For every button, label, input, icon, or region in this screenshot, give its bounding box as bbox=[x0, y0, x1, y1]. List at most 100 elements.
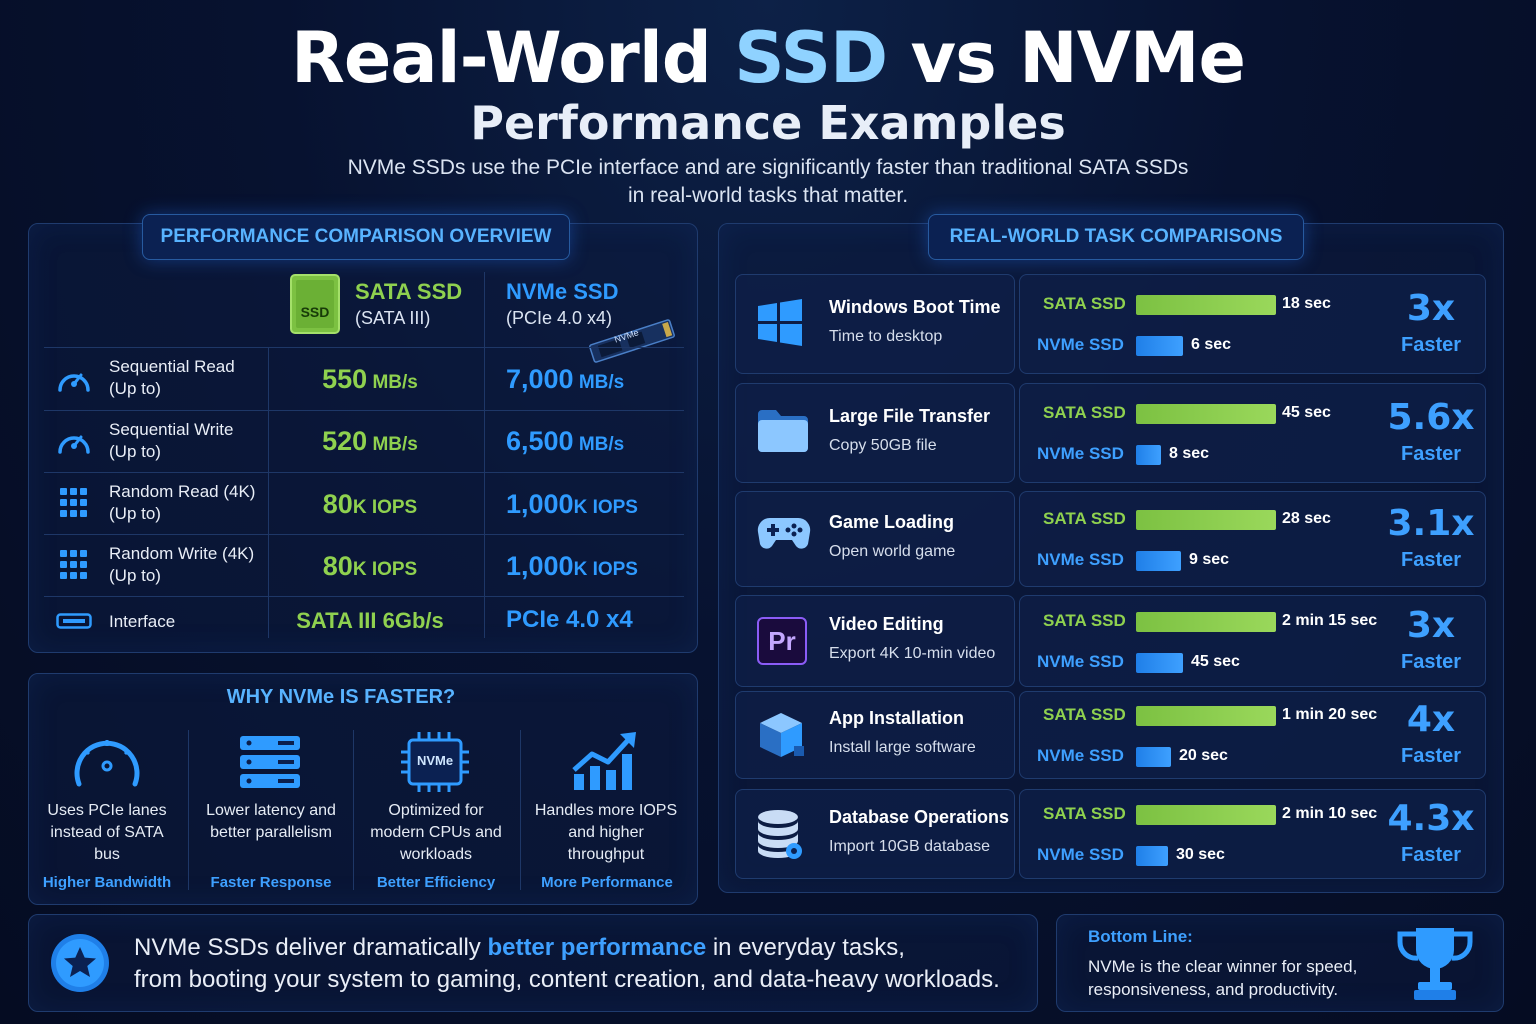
nvme-time: 20 sec bbox=[1179, 747, 1228, 764]
task-title: Database Operations bbox=[829, 807, 1010, 827]
nvme-value: PCIe 4.0 x4 bbox=[506, 606, 633, 633]
nvme-label: NVMe SSD bbox=[1037, 444, 1124, 463]
faster-label: Faster bbox=[1400, 651, 1462, 673]
premiere-icon: Pr bbox=[757, 617, 807, 665]
nvme-column-title: NVMe SSD bbox=[506, 279, 619, 304]
why-text: Lower latency and better parallelism bbox=[206, 802, 336, 841]
task-bars-card bbox=[1019, 789, 1486, 879]
chip-label: NVMe bbox=[416, 753, 454, 768]
row-divider bbox=[44, 410, 684, 411]
column-divider bbox=[520, 730, 521, 890]
row-divider bbox=[44, 472, 684, 473]
page-title-line2: Performance Examples bbox=[470, 96, 1066, 150]
bottom-line-text: NVMe is the clear winner for speed, resp… bbox=[1088, 957, 1358, 999]
nvme-bar bbox=[1136, 336, 1183, 356]
nvme-time: 45 sec bbox=[1191, 653, 1240, 670]
metric-label: Sequential Write (Up to) bbox=[109, 420, 234, 461]
trophy-icon bbox=[1394, 924, 1476, 1009]
why-tag: Faster Response bbox=[210, 874, 332, 891]
row-divider bbox=[44, 596, 684, 597]
task-subtitle: Import 10GB database bbox=[829, 838, 990, 855]
bottom-line-title: Bottom Line: bbox=[1088, 927, 1193, 946]
metric-label: Sequential Read (Up to) bbox=[109, 357, 235, 398]
sata-value: 80K IOPS bbox=[322, 551, 418, 581]
faster-label: Faster bbox=[1400, 549, 1462, 571]
task-bars-card bbox=[1019, 491, 1486, 587]
sata-bar bbox=[1136, 805, 1276, 825]
nvme-time: 6 sec bbox=[1191, 336, 1232, 353]
nvme-label: NVMe SSD bbox=[1037, 746, 1124, 765]
nvme-value: 1,000K IOPS bbox=[506, 489, 638, 519]
why-tag: Higher Bandwidth bbox=[42, 874, 172, 891]
grid-icon bbox=[60, 550, 88, 585]
overview-panel bbox=[28, 223, 698, 653]
interface-icon bbox=[56, 613, 92, 634]
nvme-label: NVMe SSD bbox=[1037, 550, 1124, 569]
task-subtitle: Open world game bbox=[829, 543, 956, 560]
task-subtitle: Install large software bbox=[829, 739, 976, 756]
sata-value: 80K IOPS bbox=[322, 489, 418, 519]
sata-label: SATA SSD bbox=[1043, 804, 1126, 823]
database-icon bbox=[756, 809, 804, 866]
grid-icon bbox=[60, 488, 88, 523]
nvme-bar bbox=[1136, 653, 1183, 673]
nvme-time: 8 sec bbox=[1169, 445, 1210, 462]
nvme-bar bbox=[1136, 747, 1171, 767]
nvme-value: 6,500 MB/s bbox=[506, 426, 625, 456]
speed-multiplier: 4.3x bbox=[1387, 798, 1475, 839]
sata-value: 520 MB/s bbox=[322, 426, 418, 456]
task-title: Video Editing bbox=[829, 614, 944, 634]
sata-time: 18 sec bbox=[1282, 295, 1331, 312]
speed-multiplier: 5.6x bbox=[1387, 397, 1475, 438]
sata-label: SATA SSD bbox=[1043, 509, 1126, 528]
sata-time: 45 sec bbox=[1282, 404, 1331, 421]
task-title: App Installation bbox=[829, 708, 964, 728]
row-divider bbox=[44, 534, 684, 535]
nvme-bar bbox=[1136, 846, 1168, 866]
metric-label: Interface bbox=[109, 612, 176, 631]
chip-icon: NVMe bbox=[399, 730, 471, 799]
sata-chip-label: SSD bbox=[300, 304, 330, 320]
growth-chart-icon bbox=[570, 730, 638, 797]
column-divider bbox=[484, 272, 485, 638]
speedometer-icon bbox=[71, 730, 143, 797]
nvme-column-sub: (PCIe 4.0 x4) bbox=[506, 308, 613, 328]
why-tag: Better Efficiency bbox=[376, 874, 496, 891]
sata-ssd-icon: SSD bbox=[290, 274, 340, 334]
folder-icon bbox=[756, 408, 810, 459]
nvme-bar bbox=[1136, 445, 1161, 465]
speed-multiplier: 3x bbox=[1406, 605, 1456, 646]
task-bars-card bbox=[1019, 274, 1486, 374]
sata-label: SATA SSD bbox=[1043, 294, 1126, 313]
summary-message: NVMe SSDs deliver dramatically better pe… bbox=[134, 934, 1000, 993]
faster-label: Faster bbox=[1400, 443, 1462, 465]
speed-multiplier: 4x bbox=[1406, 699, 1456, 740]
tasks-heading: REAL-WORLD TASK COMPARISONS bbox=[928, 214, 1304, 260]
summary-highlight: better performance bbox=[487, 934, 707, 961]
task-subtitle: Copy 50GB file bbox=[829, 437, 937, 454]
title-accent: SSD bbox=[734, 17, 888, 99]
faster-label: Faster bbox=[1400, 334, 1462, 356]
package-icon bbox=[756, 710, 806, 765]
why-heading: WHY NVMe IS FASTER? bbox=[226, 686, 456, 708]
sata-value: SATA III 6Gb/s bbox=[296, 608, 444, 633]
why-text: Uses PCIe lanes instead of SATA bus bbox=[47, 802, 167, 863]
task-title: Windows Boot Time bbox=[829, 297, 1001, 317]
speedometer-icon bbox=[56, 362, 92, 401]
sata-time: 1 min 20 sec bbox=[1282, 706, 1378, 723]
star-badge-icon bbox=[50, 933, 110, 998]
sata-label: SATA SSD bbox=[1043, 403, 1126, 422]
sata-bar bbox=[1136, 295, 1276, 315]
sata-value: 550 MB/s bbox=[322, 364, 418, 394]
nvme-time: 9 sec bbox=[1189, 551, 1230, 568]
speed-multiplier: 3.1x bbox=[1387, 503, 1475, 544]
task-subtitle: Export 4K 10-min video bbox=[829, 645, 996, 662]
sata-column-sub: (SATA III) bbox=[355, 308, 431, 328]
page-title: Real-World SSD vs NVMe bbox=[290, 17, 1246, 99]
task-subtitle: Time to desktop bbox=[829, 328, 943, 345]
sata-time: 2 min 15 sec bbox=[1282, 612, 1378, 629]
speed-multiplier: 3x bbox=[1406, 288, 1456, 329]
summary-panel bbox=[28, 914, 1038, 1012]
column-divider bbox=[188, 730, 189, 890]
nvme-label: NVMe SSD bbox=[1037, 652, 1124, 671]
